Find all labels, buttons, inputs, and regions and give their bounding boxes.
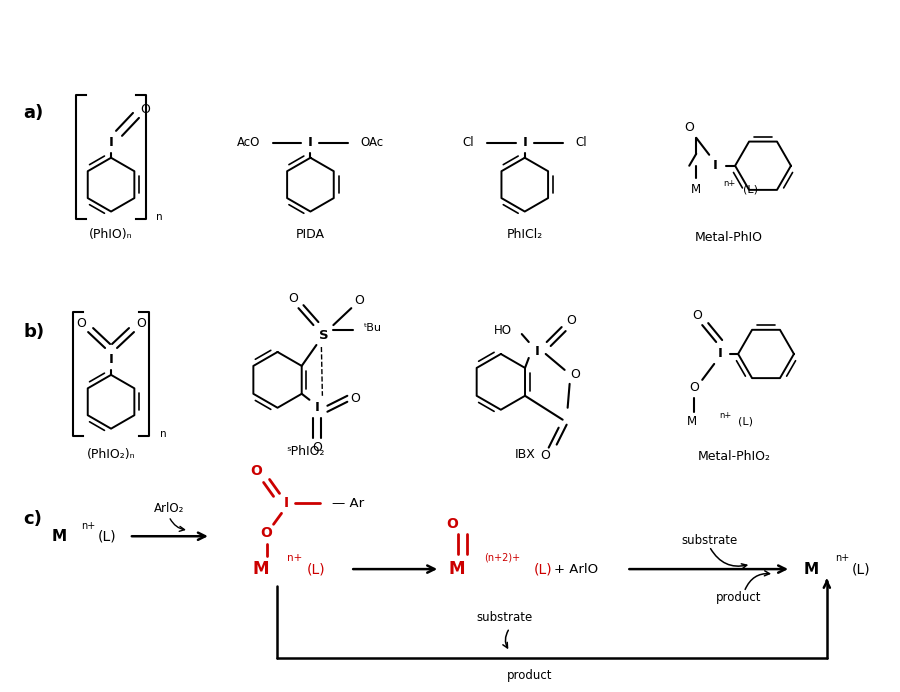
Text: I: I — [713, 159, 717, 172]
Text: O: O — [136, 317, 146, 329]
Text: I: I — [109, 136, 113, 149]
Text: O: O — [312, 441, 322, 454]
Text: ˢPhIO₂: ˢPhIO₂ — [286, 445, 325, 458]
Text: (PhIO)ₙ: (PhIO)ₙ — [89, 228, 133, 241]
Text: substrate: substrate — [477, 612, 533, 624]
Text: (L): (L) — [743, 185, 758, 194]
Text: PIDA: PIDA — [296, 228, 325, 241]
Text: b): b) — [23, 323, 44, 341]
Text: O: O — [684, 121, 694, 134]
Text: O: O — [692, 309, 702, 322]
Text: O: O — [76, 317, 86, 329]
Text: n: n — [159, 428, 166, 439]
Text: I: I — [315, 401, 320, 415]
Text: O: O — [350, 392, 360, 406]
Text: O: O — [355, 293, 365, 307]
Text: I: I — [284, 496, 289, 511]
Text: product: product — [507, 669, 553, 682]
Text: O: O — [689, 381, 699, 394]
Text: (n+2)+: (n+2)+ — [484, 552, 520, 562]
Text: Cl: Cl — [462, 136, 473, 149]
Text: Cl: Cl — [576, 136, 588, 149]
Text: HO: HO — [494, 324, 512, 336]
Text: I: I — [522, 136, 527, 149]
Text: n+: n+ — [835, 553, 849, 563]
Text: — Ar: — Ar — [332, 497, 365, 510]
Text: M: M — [688, 415, 698, 428]
Text: Metal-PhIO₂: Metal-PhIO₂ — [698, 450, 770, 463]
Text: n+: n+ — [719, 411, 732, 420]
Text: I: I — [717, 347, 723, 361]
Text: IBX: IBX — [514, 448, 536, 461]
Text: (L): (L) — [98, 529, 117, 543]
Text: M: M — [691, 183, 701, 196]
Text: n+: n+ — [286, 553, 302, 563]
Text: M: M — [252, 560, 269, 578]
Text: OAc: OAc — [361, 136, 383, 149]
Text: S: S — [319, 329, 328, 342]
Text: (L): (L) — [851, 562, 870, 576]
Text: n: n — [156, 212, 162, 221]
Text: ArlO₂: ArlO₂ — [154, 502, 184, 515]
Text: Metal-PhIO: Metal-PhIO — [695, 231, 763, 244]
Text: a): a) — [23, 104, 43, 122]
Text: O: O — [540, 449, 550, 462]
Text: O: O — [289, 292, 299, 304]
Text: (L): (L) — [738, 417, 753, 427]
Text: PhICl₂: PhICl₂ — [507, 228, 543, 241]
Text: (L): (L) — [534, 562, 553, 576]
Text: n+: n+ — [81, 521, 95, 531]
Text: n+: n+ — [724, 179, 735, 188]
Text: M: M — [449, 560, 465, 578]
Text: M: M — [51, 529, 67, 544]
Text: O: O — [567, 313, 577, 327]
Text: O: O — [140, 103, 150, 116]
Text: I: I — [109, 354, 113, 367]
Text: I: I — [308, 136, 313, 149]
Text: (L): (L) — [306, 562, 325, 576]
Text: ᵗBu: ᵗBu — [364, 323, 382, 333]
Text: O: O — [571, 368, 580, 381]
Text: M: M — [804, 562, 818, 576]
Text: product: product — [716, 592, 762, 605]
Text: O: O — [446, 518, 458, 531]
Text: substrate: substrate — [681, 534, 737, 547]
Text: + ArlO: + ArlO — [554, 563, 598, 576]
Text: c): c) — [23, 510, 42, 528]
Text: (PhIO₂)ₙ: (PhIO₂)ₙ — [86, 448, 135, 461]
Text: O: O — [261, 526, 273, 540]
Text: I: I — [535, 345, 539, 358]
Text: O: O — [251, 464, 263, 478]
Text: AcO: AcO — [237, 136, 260, 149]
